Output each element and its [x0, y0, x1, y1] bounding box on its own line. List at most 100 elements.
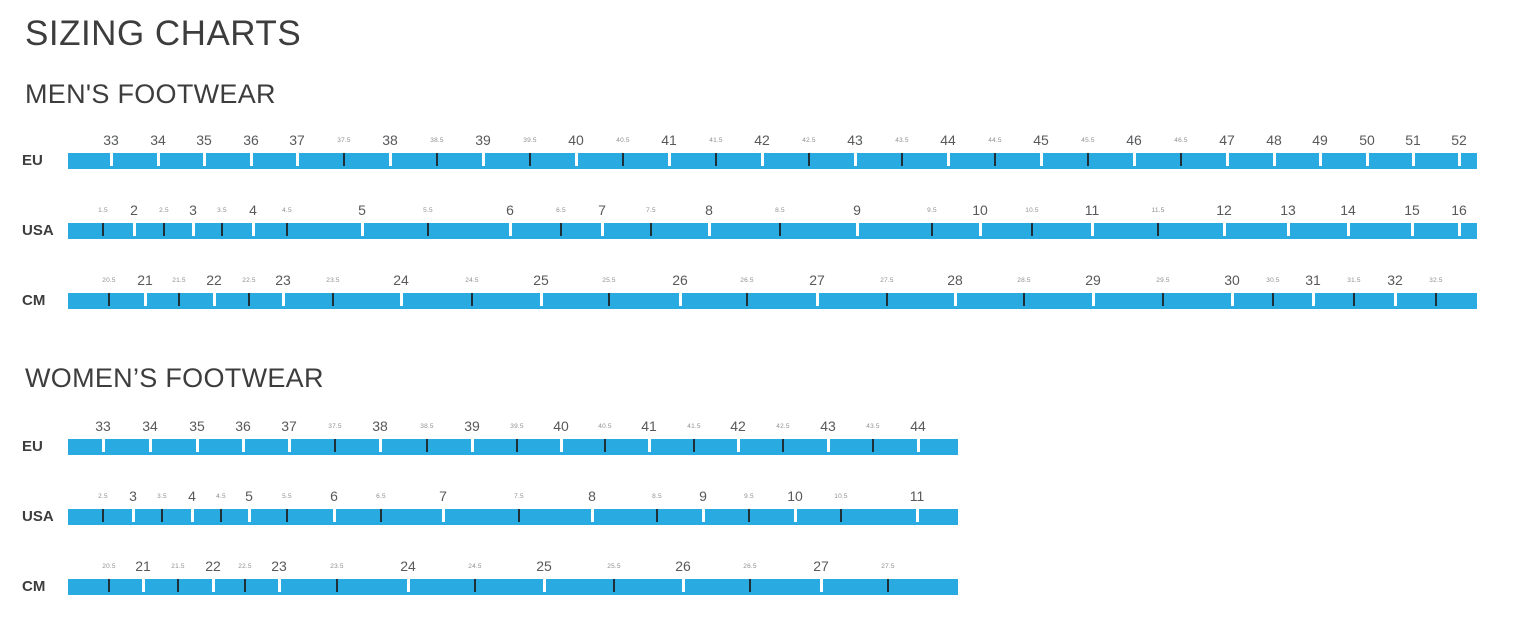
size-label-28: 28: [947, 272, 963, 288]
size-label-41: 41: [641, 418, 657, 434]
size-label-40: 40: [568, 132, 584, 148]
ruler-unit-label-usa: USA: [22, 222, 54, 239]
size-label-9.5: 9.5: [927, 207, 937, 214]
ruler-unit-label-usa: USA: [22, 508, 54, 525]
size-label-29: 29: [1085, 272, 1101, 288]
size-label-43: 43: [820, 418, 836, 434]
size-label-26: 26: [675, 558, 691, 574]
section-title-mens: MEN'S FOOTWEAR: [25, 79, 276, 109]
size-label-41.5: 41.5: [687, 423, 701, 430]
size-label-41.5: 41.5: [709, 137, 723, 144]
ruler-bar-usa: 2.5 3 3.5 4 4.5 5 5.5 6 6.5 7 7.5 8 8.5 9 9.5 10 10.5 11: [68, 488, 958, 525]
size-tick-6.5: 6.5: [556, 207, 566, 236]
size-label-22.5: 22.5: [242, 277, 256, 284]
size-tick-25.5: 25.5: [607, 563, 621, 592]
size-tick-45.5: 45.5: [1081, 137, 1095, 166]
size-tick-7.5: 7.5: [514, 493, 524, 522]
size-tick-40: 40: [568, 132, 584, 166]
size-tick-26.5: 26.5: [743, 563, 757, 592]
size-label-6: 6: [330, 488, 338, 504]
size-tick-43: 43: [820, 418, 836, 452]
size-tick-22: 22: [205, 558, 221, 592]
size-label-34: 34: [150, 132, 166, 148]
size-tick-24.5: 24.5: [465, 277, 479, 306]
size-label-12: 12: [1216, 202, 1232, 218]
size-label-23: 23: [271, 558, 287, 574]
size-label-22.5: 22.5: [238, 563, 252, 570]
size-tick-39: 39: [475, 132, 491, 166]
size-tick-5.5: 5.5: [423, 207, 433, 236]
size-label-32.5: 32.5: [1429, 277, 1443, 284]
size-tick-42.5: 42.5: [802, 137, 816, 166]
size-tick-35: 35: [189, 418, 205, 452]
size-tick-34: 34: [150, 132, 166, 166]
size-label-5: 5: [358, 202, 366, 218]
size-label-5.5: 5.5: [282, 493, 292, 500]
size-label-31.5: 31.5: [1347, 277, 1361, 284]
size-tick-43.5: 43.5: [895, 137, 909, 166]
size-tick-33: 33: [103, 132, 119, 166]
size-tick-21: 21: [135, 558, 151, 592]
size-tick-40.5: 40.5: [598, 423, 612, 452]
ruler-unit-label-cm: CM: [22, 578, 46, 595]
size-tick-9.5: 9.5: [927, 207, 937, 236]
size-label-44: 44: [910, 418, 926, 434]
size-label-26.5: 26.5: [743, 563, 757, 570]
size-label-8.5: 8.5: [652, 493, 662, 500]
size-tick-46.5: 46.5: [1174, 137, 1188, 166]
size-label-45.5: 45.5: [1081, 137, 1095, 144]
size-label-37.5: 37.5: [337, 137, 351, 144]
size-tick-10.5: 10.5: [834, 493, 848, 522]
size-label-6.5: 6.5: [556, 207, 566, 214]
size-label-50: 50: [1359, 132, 1375, 148]
size-tick-7: 7: [439, 488, 447, 522]
size-tick-6.5: 6.5: [376, 493, 386, 522]
size-label-9.5: 9.5: [744, 493, 754, 500]
size-label-21: 21: [137, 272, 153, 288]
size-tick-43: 43: [847, 132, 863, 166]
size-label-35: 35: [189, 418, 205, 434]
size-tick-41: 41: [641, 418, 657, 452]
size-label-43: 43: [847, 132, 863, 148]
size-label-25: 25: [533, 272, 549, 288]
size-label-5.5: 5.5: [423, 207, 433, 214]
size-tick-51: 51: [1405, 132, 1421, 166]
size-tick-22.5: 22.5: [238, 563, 252, 592]
size-label-7.5: 7.5: [514, 493, 524, 500]
womens-rulers: EU 33 34 35 36 37 37.5 38 38.5 39 39.5 40 40.5 41 41.5…: [0, 417, 1521, 627]
size-label-9: 9: [853, 202, 861, 218]
size-tick-21.5: 21.5: [172, 277, 186, 306]
size-tick-10: 10: [972, 202, 988, 236]
size-tick-9: 9: [853, 202, 861, 236]
size-tick-32: 32: [1387, 272, 1403, 306]
size-label-7: 7: [598, 202, 606, 218]
size-label-5: 5: [245, 488, 253, 504]
size-label-28.5: 28.5: [1017, 277, 1031, 284]
size-label-7: 7: [439, 488, 447, 504]
size-tick-5.5: 5.5: [282, 493, 292, 522]
size-tick-45: 45: [1033, 132, 1049, 166]
size-tick-25: 25: [533, 272, 549, 306]
size-label-2: 2: [130, 202, 138, 218]
size-tick-38.5: 38.5: [420, 423, 434, 452]
size-label-21.5: 21.5: [172, 277, 186, 284]
size-label-11: 11: [909, 488, 925, 504]
size-label-8: 8: [705, 202, 713, 218]
size-tick-11.5: 11.5: [1152, 207, 1164, 236]
size-label-4: 4: [249, 202, 257, 218]
size-tick-37.5: 37.5: [328, 423, 342, 452]
size-label-22: 22: [205, 558, 221, 574]
section-title-womens: WOMEN’S FOOTWEAR: [25, 363, 324, 393]
size-label-33: 33: [95, 418, 111, 434]
size-tick-2.5: 2.5: [98, 493, 108, 522]
size-label-10.5: 10.5: [834, 493, 848, 500]
size-tick-22.5: 22.5: [242, 277, 256, 306]
size-label-42: 42: [754, 132, 770, 148]
size-tick-27.5: 27.5: [881, 563, 895, 592]
size-label-21.5: 21.5: [171, 563, 185, 570]
size-tick-42.5: 42.5: [776, 423, 790, 452]
size-tick-23: 23: [275, 272, 291, 306]
size-tick-15: 15: [1404, 202, 1420, 236]
size-tick-4.5: 4.5: [282, 207, 292, 236]
